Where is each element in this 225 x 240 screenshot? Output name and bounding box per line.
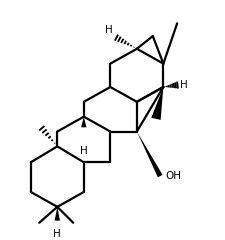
Text: H: H	[180, 80, 187, 90]
Polygon shape	[151, 87, 163, 120]
Text: H: H	[53, 229, 61, 239]
Text: H: H	[104, 25, 112, 35]
Polygon shape	[54, 207, 60, 221]
Text: H: H	[80, 146, 87, 156]
Text: OH: OH	[165, 171, 181, 181]
Polygon shape	[136, 132, 162, 177]
Polygon shape	[81, 117, 86, 127]
